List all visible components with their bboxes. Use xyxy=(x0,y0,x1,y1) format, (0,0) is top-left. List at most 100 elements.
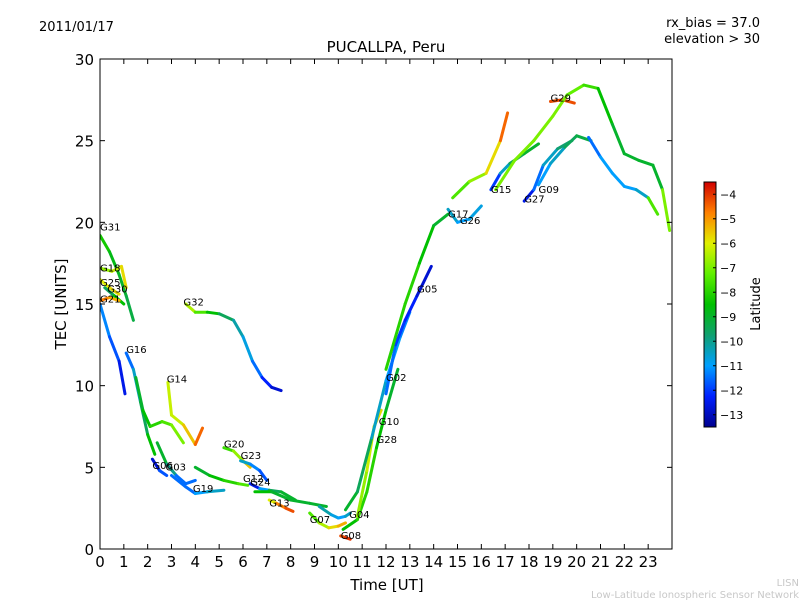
series-g12r xyxy=(451,111,510,200)
series-label: G10 xyxy=(379,417,399,428)
series-segment xyxy=(260,376,274,389)
x-tick-label: 8 xyxy=(286,553,296,571)
series-label: G17 xyxy=(448,209,468,220)
series-segment xyxy=(120,264,128,290)
series-segment xyxy=(100,233,111,254)
series-g09 xyxy=(537,134,593,187)
series-segment xyxy=(344,536,352,541)
date-text: 2011/01/17 xyxy=(39,20,114,35)
series-label: G09 xyxy=(539,185,559,196)
series-segment xyxy=(174,474,188,486)
series-g14 xyxy=(166,380,204,446)
series-label: G27 xyxy=(524,195,544,206)
colorbar-tick-label: −6 xyxy=(720,237,736,250)
series-segment xyxy=(166,380,173,417)
series-segment xyxy=(165,462,178,477)
series-g32 xyxy=(184,302,283,393)
series-segment xyxy=(565,83,586,97)
series-segment xyxy=(284,506,295,513)
series-segment xyxy=(248,482,262,491)
colorbar-tick-label: −9 xyxy=(720,311,736,324)
series-segment xyxy=(403,261,421,306)
series-segment xyxy=(451,180,471,200)
series-g04 xyxy=(317,505,352,520)
colorbar-tick-label: −7 xyxy=(720,262,736,275)
series-label: G23 xyxy=(241,451,261,462)
x-tick-label: 16 xyxy=(472,553,491,571)
series-g26 xyxy=(446,204,483,224)
series-segment xyxy=(184,478,197,486)
series-segment xyxy=(308,501,328,508)
series-segment xyxy=(384,367,400,412)
y-tick-label: 20 xyxy=(75,214,94,232)
series-segment xyxy=(222,446,235,453)
series-segment xyxy=(484,139,502,175)
series-label: G07 xyxy=(310,515,330,526)
colorbar-tick-label: −10 xyxy=(720,335,743,348)
series-segment xyxy=(248,462,262,473)
series-segment xyxy=(622,152,641,162)
series-label: G32 xyxy=(183,298,203,309)
x-tick-label: 14 xyxy=(424,553,443,571)
series-segment xyxy=(181,423,197,446)
x-tick-label: 23 xyxy=(639,553,658,571)
series-segment xyxy=(205,310,221,316)
x-tick-layer: 0 1 2 3 4 5 6 7 8 9 10 11 12 13 14 15 16 17 18 19 20 21 22 23 xyxy=(95,59,658,571)
series-segment xyxy=(341,518,359,531)
series-label: G06 xyxy=(152,461,172,472)
series-segment xyxy=(308,511,321,525)
series-g27 xyxy=(522,139,574,203)
x-tick-label: 17 xyxy=(496,553,515,571)
series-segment xyxy=(494,158,517,192)
series-label: G18 xyxy=(100,263,120,274)
series-segment xyxy=(467,204,483,221)
series-segment xyxy=(100,302,111,339)
series-segment xyxy=(661,188,672,232)
x-tick-label: 18 xyxy=(519,553,538,571)
series-segment xyxy=(170,423,185,445)
series-segment xyxy=(327,524,340,530)
series-segment xyxy=(622,184,638,192)
series-segment xyxy=(532,114,555,143)
series-g31 xyxy=(100,233,135,322)
footer-network-name: Low-Latitude Ionospheric Sensor Network xyxy=(591,590,799,600)
series-segment xyxy=(270,385,283,393)
series-segment xyxy=(158,469,169,477)
series-segment xyxy=(551,93,569,118)
series-label: G03 xyxy=(166,463,186,474)
series-segment xyxy=(355,436,374,494)
series-segment xyxy=(117,359,127,396)
colorbar-tick-layer: −4 −5 −6 −7 −8 −9 −10 −11 −12 −13 xyxy=(713,188,743,422)
series-layer xyxy=(100,83,672,541)
y-tick-label: 30 xyxy=(75,51,94,69)
colorbar-tick-label: −8 xyxy=(720,286,736,299)
series-segment xyxy=(375,408,388,450)
y-tick-label: 5 xyxy=(84,459,94,477)
series-segment xyxy=(582,83,600,90)
series-segment xyxy=(637,158,655,167)
series-segment xyxy=(108,296,121,303)
series-segment xyxy=(541,147,560,167)
series-g05 xyxy=(384,264,433,396)
series-segment xyxy=(160,420,173,427)
series-g23 xyxy=(239,459,269,482)
series-segment xyxy=(651,163,664,192)
series-segment xyxy=(100,278,111,290)
x-axis-label: Time [UT] xyxy=(349,576,423,594)
series-x02 xyxy=(134,376,185,445)
series-segment xyxy=(610,122,626,156)
series-g21 xyxy=(100,296,121,303)
colorbar-tick-label: −11 xyxy=(720,360,743,373)
series-segment xyxy=(241,335,254,363)
y-tick-label: 10 xyxy=(75,378,94,396)
series-segment xyxy=(456,217,471,224)
series-segment xyxy=(148,420,164,428)
x-tick-label: 5 xyxy=(214,553,224,571)
series-segment xyxy=(498,111,510,143)
series-g07 xyxy=(308,511,347,530)
series-segment xyxy=(134,376,145,412)
x-tick-label: 20 xyxy=(567,553,586,571)
series-segment xyxy=(155,441,169,466)
series-segment xyxy=(634,188,650,200)
